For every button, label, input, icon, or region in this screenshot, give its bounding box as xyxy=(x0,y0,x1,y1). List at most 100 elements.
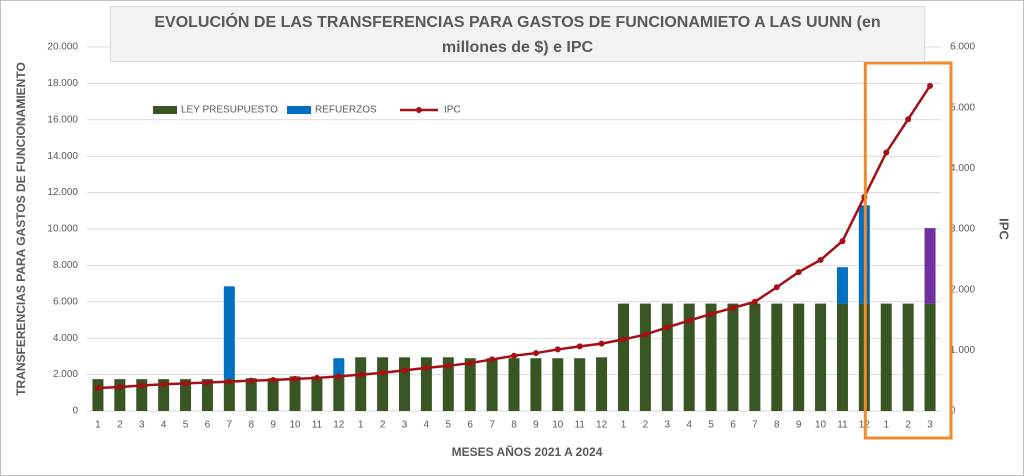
y-tick-label: 20.000 xyxy=(47,42,78,53)
x-axis-label: MESES AÑOS 2021 A 2024 xyxy=(452,444,603,459)
x-tick-label: 11 xyxy=(574,420,585,431)
bar xyxy=(267,378,279,411)
line-marker xyxy=(905,116,912,123)
bar xyxy=(880,303,892,411)
x-tick-label: 1 xyxy=(883,420,889,431)
chart-title: EVOLUCIÓN DE LAS TRANSFERENCIAS PARA GAS… xyxy=(110,6,925,62)
x-tick-label: 1 xyxy=(621,420,627,431)
bar xyxy=(596,357,608,411)
x-tick-label: 7 xyxy=(752,420,758,431)
x-tick-label: 9 xyxy=(270,420,276,431)
line-marker xyxy=(292,375,299,382)
bar xyxy=(617,303,629,411)
bar xyxy=(508,358,520,411)
line-marker xyxy=(598,340,605,347)
bar xyxy=(201,379,213,411)
line-marker xyxy=(401,367,408,374)
line-marker xyxy=(445,362,452,369)
x-tick-label: 8 xyxy=(774,420,780,431)
bar xyxy=(180,379,192,411)
legend-swatch xyxy=(153,106,177,114)
line-marker xyxy=(160,381,167,388)
line-marker xyxy=(357,371,364,378)
bar xyxy=(136,379,148,411)
bar xyxy=(924,228,936,304)
line-marker xyxy=(489,356,496,363)
legend-label: LEY PRESUPUESTO xyxy=(181,105,278,116)
x-tick-label: 3 xyxy=(927,420,933,431)
bar xyxy=(420,357,432,411)
bar xyxy=(771,303,783,411)
x-tick-label: 6 xyxy=(205,420,211,431)
y-tick-label: 6.000 xyxy=(53,296,78,307)
x-tick-label: 6 xyxy=(730,420,736,431)
bar xyxy=(355,357,367,411)
x-tick-label: 10 xyxy=(289,420,301,431)
bar xyxy=(245,378,257,411)
line-marker xyxy=(795,269,802,276)
y-tick-label: 16.000 xyxy=(47,114,78,125)
x-tick-label: 11 xyxy=(837,420,848,431)
bar xyxy=(311,376,323,411)
x-tick-label: 9 xyxy=(533,420,539,431)
y-axis-label: TRANSFERENCIAS PARA GASTOS DE FUNCIONAMI… xyxy=(14,62,28,396)
line-marker xyxy=(226,378,233,385)
bar xyxy=(223,286,235,380)
line-marker xyxy=(335,373,342,380)
bar xyxy=(114,379,126,411)
x-tick-label: 6 xyxy=(467,420,473,431)
x-tick-label: 3 xyxy=(665,420,671,431)
x-tick-label: 2 xyxy=(117,420,123,431)
x-tick-label: 2 xyxy=(643,420,649,431)
bar xyxy=(464,358,476,411)
line-marker xyxy=(883,149,890,156)
line-marker xyxy=(532,350,539,357)
line-marker xyxy=(467,360,474,367)
y2-tick-label: 0 xyxy=(950,406,956,417)
bar xyxy=(574,358,586,411)
bar xyxy=(836,303,848,411)
line-marker xyxy=(204,379,211,386)
legend-swatch xyxy=(287,106,311,114)
y2-tick-label: 2.000 xyxy=(950,284,975,295)
y2-tick-label: 1.000 xyxy=(950,345,975,356)
line-marker xyxy=(182,380,189,387)
y-tick-label: 2.000 xyxy=(53,369,78,380)
legend-label: REFUERZOS xyxy=(315,105,377,116)
line-marker xyxy=(817,256,824,263)
x-tick-label: 2 xyxy=(905,420,911,431)
y-tick-label: 12.000 xyxy=(47,187,78,198)
bar xyxy=(793,303,805,411)
x-tick-label: 5 xyxy=(183,420,189,431)
highlight-box xyxy=(863,61,953,440)
x-tick-label: 5 xyxy=(708,420,714,431)
bar xyxy=(639,303,651,411)
bar xyxy=(749,303,761,411)
y-tick-label: 8.000 xyxy=(53,260,78,271)
line-marker xyxy=(773,284,780,291)
x-tick-label: 9 xyxy=(796,420,802,431)
line-marker xyxy=(423,364,430,371)
y2-tick-label: 5.000 xyxy=(950,102,975,113)
x-tick-label: 1 xyxy=(95,420,101,431)
y-tick-label: 0 xyxy=(72,406,78,417)
line-marker xyxy=(642,331,649,338)
x-tick-label: 8 xyxy=(511,420,517,431)
bar xyxy=(442,357,454,411)
x-tick-label: 12 xyxy=(333,420,345,431)
x-tick-label: 7 xyxy=(489,420,495,431)
bar xyxy=(683,303,695,411)
y-tick-label: 14.000 xyxy=(47,151,78,162)
x-tick-label: 1 xyxy=(358,420,364,431)
bar xyxy=(836,267,848,304)
x-tick-label: 12 xyxy=(596,420,608,431)
x-tick-label: 10 xyxy=(815,420,827,431)
bar xyxy=(223,379,235,411)
bar xyxy=(377,357,389,411)
bar xyxy=(815,303,827,411)
line-marker xyxy=(94,384,101,391)
line-marker xyxy=(576,343,583,350)
y2-tick-label: 6.000 xyxy=(950,42,975,53)
y-tick-label: 18.000 xyxy=(47,78,78,89)
